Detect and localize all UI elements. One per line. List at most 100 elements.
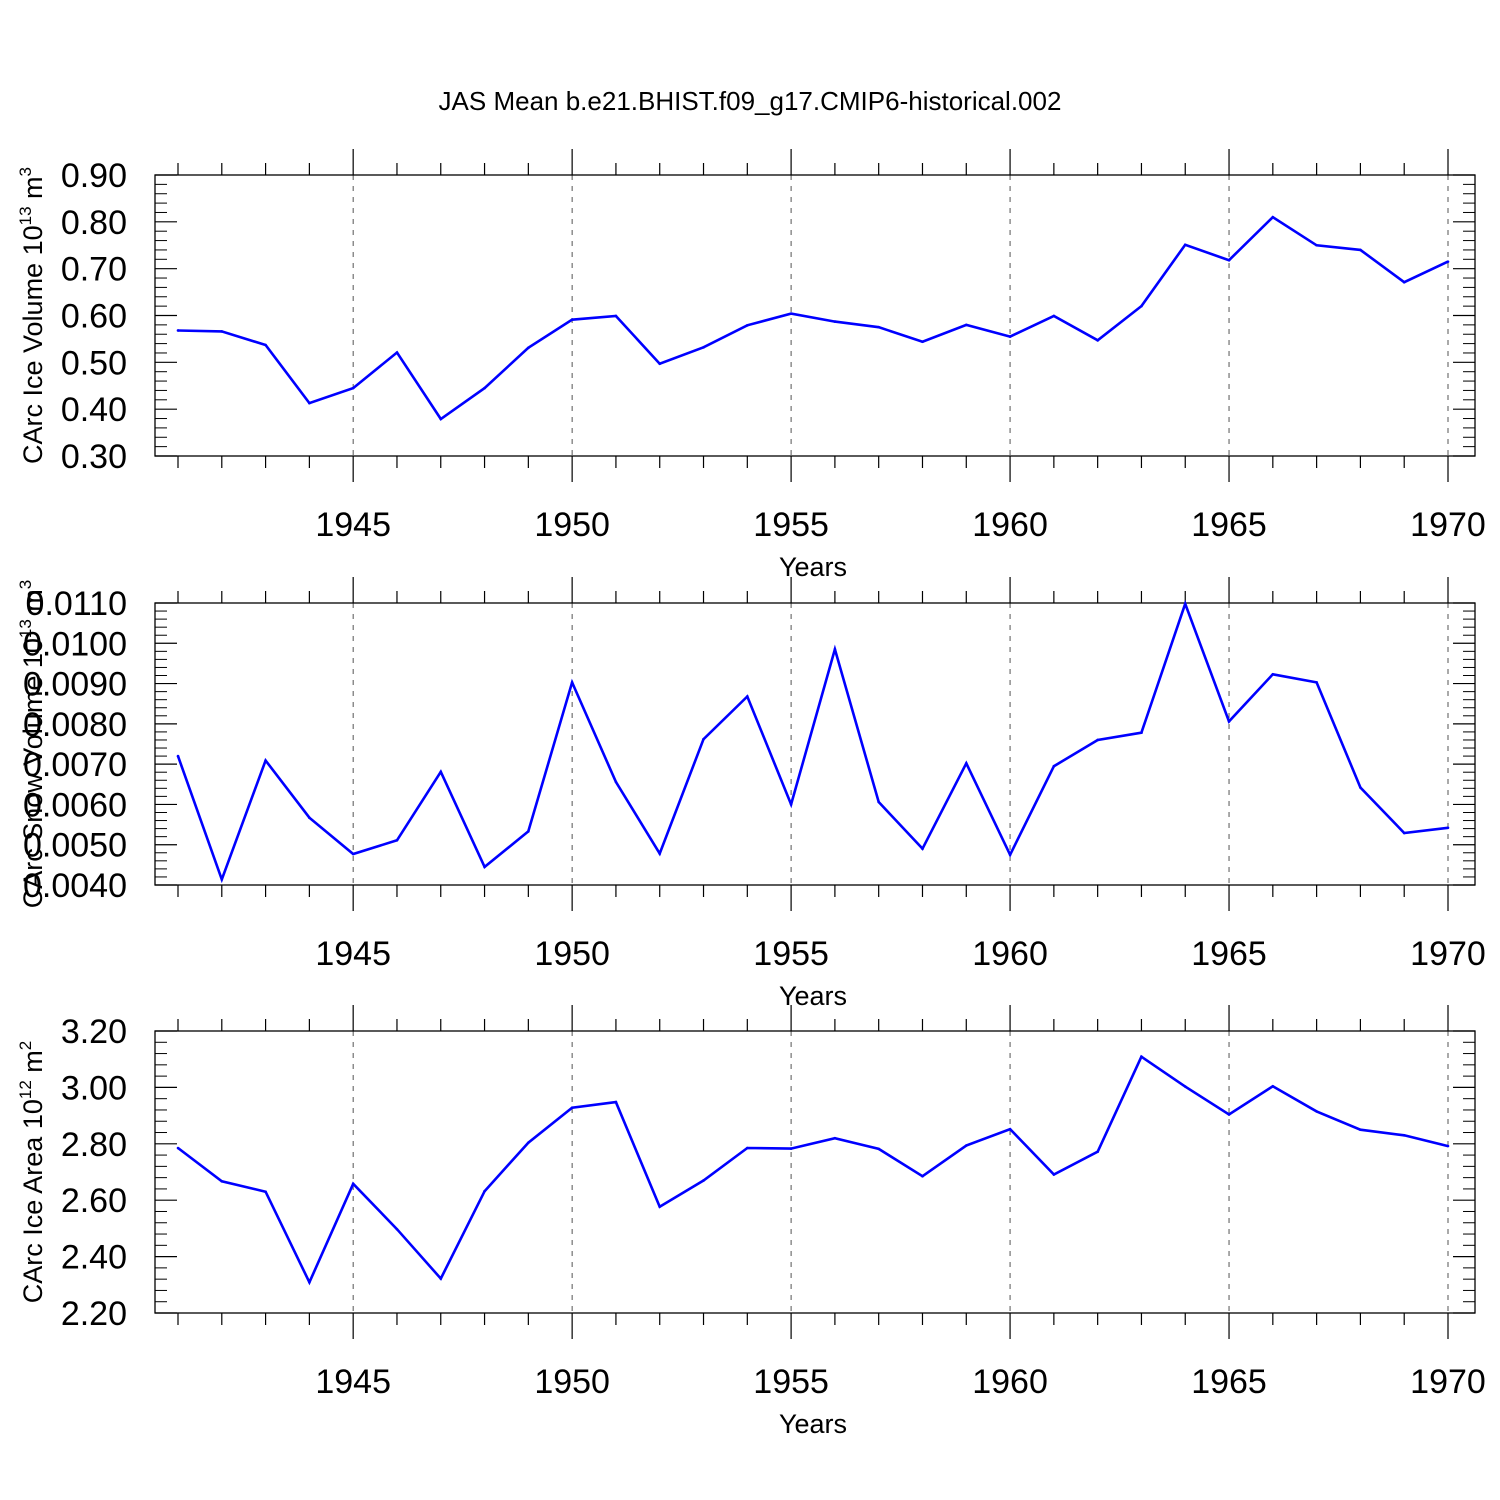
y-tick-label: 0.90	[61, 157, 127, 195]
x-tick-label: 1955	[753, 506, 829, 544]
data-point	[439, 770, 443, 774]
data-point	[1402, 1134, 1406, 1137]
series-line	[177, 1054, 1449, 1286]
data-point	[877, 325, 880, 329]
data-point	[921, 340, 924, 344]
y-tick-label: 0.0040	[23, 867, 127, 905]
data-point	[220, 330, 224, 333]
data-point	[527, 1141, 530, 1144]
data-point	[1052, 314, 1056, 318]
plot-frame	[154, 602, 1476, 886]
data-point	[264, 343, 267, 347]
data-point	[614, 780, 618, 784]
plot-frame	[154, 174, 1476, 457]
data-point	[570, 681, 574, 684]
y-tick-label: 0.0100	[23, 625, 127, 663]
data-point	[264, 759, 267, 762]
data-point	[1008, 1127, 1012, 1131]
data-point	[220, 1180, 224, 1183]
data-point	[877, 1147, 880, 1151]
data-point	[1227, 720, 1231, 723]
x-tick-label: 1955	[753, 1363, 829, 1401]
data-point	[1271, 673, 1275, 676]
data-point	[1183, 1085, 1187, 1088]
y-tick-label: 2.40	[61, 1239, 127, 1277]
x-tick-label: 1960	[972, 935, 1048, 973]
chart-panel-3: 2.20 2.40 2.60 2.80 3.00 3.20 1945 1950 1955 1960…	[16, 1005, 1486, 1439]
data-point	[1359, 1128, 1362, 1131]
y-tick-label: 2.60	[61, 1182, 127, 1220]
x-tick-label: 1955	[753, 935, 829, 973]
y-tick-label: 2.20	[61, 1295, 127, 1333]
y-axis-label-unit-power: 2	[16, 1041, 35, 1050]
data-point	[1140, 731, 1143, 735]
data-point	[176, 329, 180, 332]
y-tick-label: 0.80	[61, 204, 127, 242]
plot-frame	[154, 1030, 1476, 1314]
data-point	[1359, 248, 1362, 252]
data-point	[1140, 1055, 1143, 1058]
data-point	[351, 1182, 355, 1186]
x-tick-label: 1950	[534, 1363, 610, 1401]
data-point	[220, 878, 224, 881]
data-point	[1402, 831, 1406, 835]
y-tick-label: 0.50	[61, 344, 127, 382]
y-axis-label-power: 13	[16, 206, 35, 225]
data-point	[1140, 304, 1143, 308]
y-tick-label: 2.80	[61, 1126, 127, 1164]
y-axis-label-unit-power: 3	[16, 167, 35, 176]
data-point	[395, 838, 399, 842]
data-point	[1096, 1150, 1099, 1153]
y-tick-label: 0.0080	[23, 706, 127, 744]
y-axis-label: CArc Ice Volume 1013 m3	[16, 167, 48, 464]
data-point	[833, 1136, 837, 1140]
y-tick-label: 0.70	[61, 251, 127, 289]
x-tick-label: 1965	[1191, 1363, 1267, 1401]
x-tick-label: 1970	[1410, 935, 1486, 973]
y-axis-label-main: CArc Ice Area 10	[18, 1099, 48, 1303]
data-point	[964, 762, 968, 765]
y-tick-label: 0.0070	[23, 746, 127, 784]
data-point	[570, 1106, 574, 1110]
data-point	[351, 852, 355, 856]
y-axis-label-power: 12	[16, 1080, 35, 1099]
x-tick-label: 1965	[1191, 935, 1267, 973]
data-point	[833, 648, 837, 651]
data-point	[1096, 738, 1099, 742]
y-tick-label: 3.00	[61, 1069, 127, 1107]
x-tick-label: 1960	[972, 1363, 1048, 1401]
data-point	[921, 1174, 924, 1178]
x-tick-label: 1945	[315, 506, 391, 544]
y-axis-label-unit: m	[18, 589, 48, 619]
data-point	[1271, 1084, 1275, 1088]
data-point	[1052, 764, 1056, 768]
x-tick-label: 1970	[1410, 1363, 1486, 1401]
data-point	[789, 312, 793, 315]
data-point	[1227, 1113, 1231, 1116]
data-point	[746, 1146, 749, 1150]
data-point	[789, 1147, 793, 1150]
data-point	[1315, 1110, 1318, 1113]
series-line	[176, 599, 1449, 884]
data-point	[1008, 335, 1012, 338]
data-point	[1227, 258, 1231, 262]
x-tick-label: 1965	[1191, 506, 1267, 544]
data-point	[527, 346, 530, 350]
data-point	[1315, 243, 1318, 247]
data-point	[1096, 339, 1099, 342]
data-point	[964, 1144, 968, 1147]
data-point	[308, 401, 311, 405]
data-point	[264, 1190, 267, 1194]
chart-panel-2: 0.00400.00500.00600.00700.00800.00900.01…	[16, 577, 1486, 1011]
y-tick-label: 0.60	[61, 298, 127, 336]
y-tick-label: 0.30	[61, 438, 127, 476]
data-point	[176, 754, 180, 758]
data-point	[527, 830, 530, 833]
data-point	[1446, 260, 1450, 263]
x-tick-label: 1945	[315, 935, 391, 973]
data-point	[658, 1205, 662, 1208]
y-tick-label: 0.0050	[23, 827, 127, 865]
data-point	[308, 816, 311, 820]
data-point	[746, 695, 749, 698]
